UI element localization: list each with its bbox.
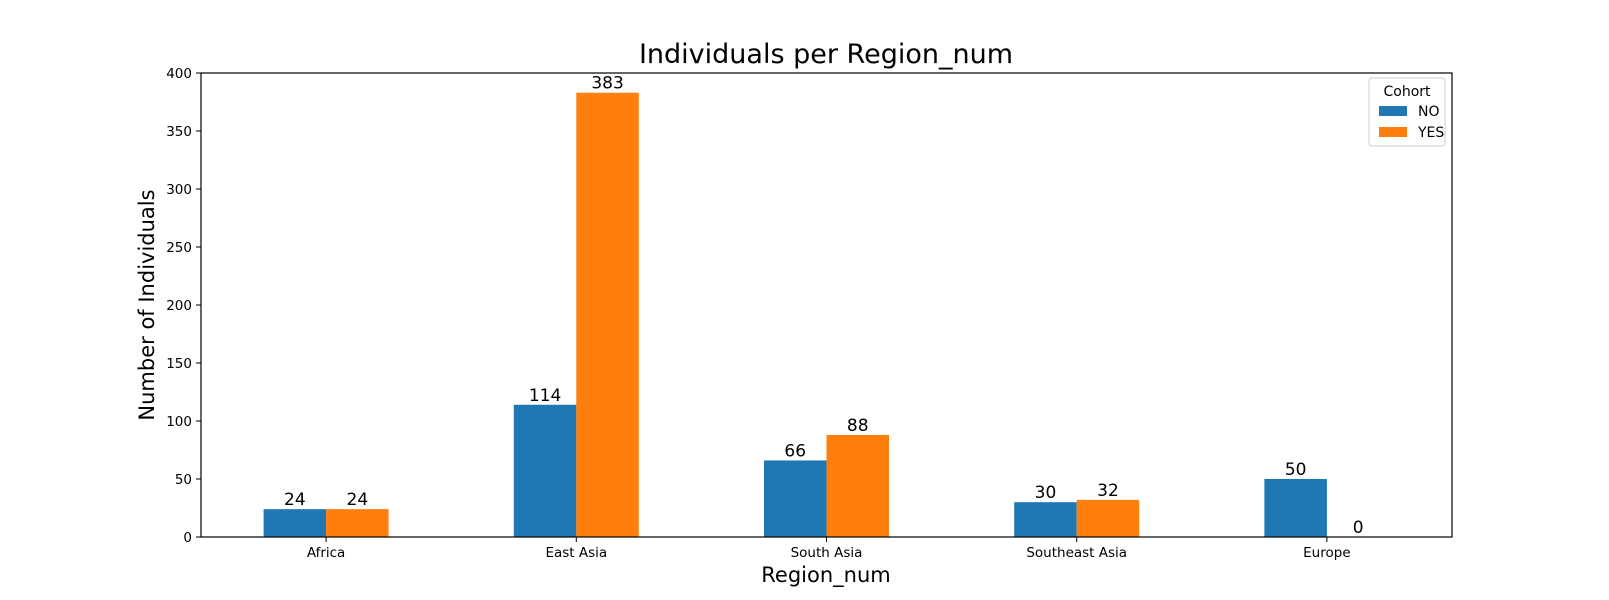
data-label: 24 <box>347 490 369 510</box>
chart-title: Individuals per Region_num <box>639 39 1013 70</box>
x-axis: Africa East Asia South Asia Southeast Asia E… <box>307 537 1351 561</box>
bar-no-europe <box>1264 479 1327 537</box>
data-label: 30 <box>1035 483 1057 503</box>
data-label: 88 <box>847 416 869 436</box>
bar-no-south-asia <box>764 460 827 537</box>
y-tick-label: 150 <box>166 356 192 372</box>
x-tick-label: Africa <box>307 545 346 561</box>
x-tick-label: Southeast Asia <box>1026 545 1127 561</box>
y-tick-label: 400 <box>166 66 192 82</box>
data-labels-layer: 24 24 114 383 66 88 30 32 50 0 <box>284 74 1364 538</box>
legend: Cohort NO YES <box>1368 77 1446 147</box>
bar-no-southeast-asia <box>1014 502 1077 537</box>
data-label: 24 <box>284 490 306 510</box>
data-label: 32 <box>1097 481 1119 501</box>
bar-no-africa <box>263 509 327 537</box>
y-tick-label: 350 <box>166 124 192 140</box>
y-tick-label: 50 <box>175 472 192 488</box>
data-label: 50 <box>1285 460 1307 480</box>
legend-label-no: NO <box>1418 104 1440 120</box>
bar-no-east-asia <box>513 404 577 537</box>
bars-layer <box>263 92 1327 537</box>
x-axis-label: Region_num <box>761 563 890 588</box>
bar-yes-africa <box>326 509 389 537</box>
x-tick-label: East Asia <box>545 545 607 561</box>
x-tick-label: Europe <box>1303 545 1350 561</box>
y-tick-label: 200 <box>166 298 192 314</box>
y-tick-label: 250 <box>166 240 192 256</box>
legend-title: Cohort <box>1383 84 1431 100</box>
y-tick-label: 300 <box>166 182 192 198</box>
y-axis: 0 50 100 150 200 250 300 350 400 <box>166 66 201 546</box>
data-label: 383 <box>591 74 623 94</box>
y-axis-label: Number of Individuals <box>135 189 159 420</box>
bar-yes-southeast-asia <box>1076 499 1140 537</box>
bar-yes-east-asia <box>576 92 639 537</box>
data-label: 66 <box>784 441 806 461</box>
legend-swatch-yes <box>1379 127 1407 137</box>
legend-label-yes: YES <box>1417 125 1444 141</box>
y-tick-label: 0 <box>183 530 192 546</box>
x-tick-label: South Asia <box>791 545 863 561</box>
legend-swatch-no <box>1379 106 1407 116</box>
data-label: 114 <box>529 386 561 406</box>
data-label: 0 <box>1353 518 1364 538</box>
y-tick-label: 100 <box>166 414 192 430</box>
bar-yes-south-asia <box>826 434 889 537</box>
